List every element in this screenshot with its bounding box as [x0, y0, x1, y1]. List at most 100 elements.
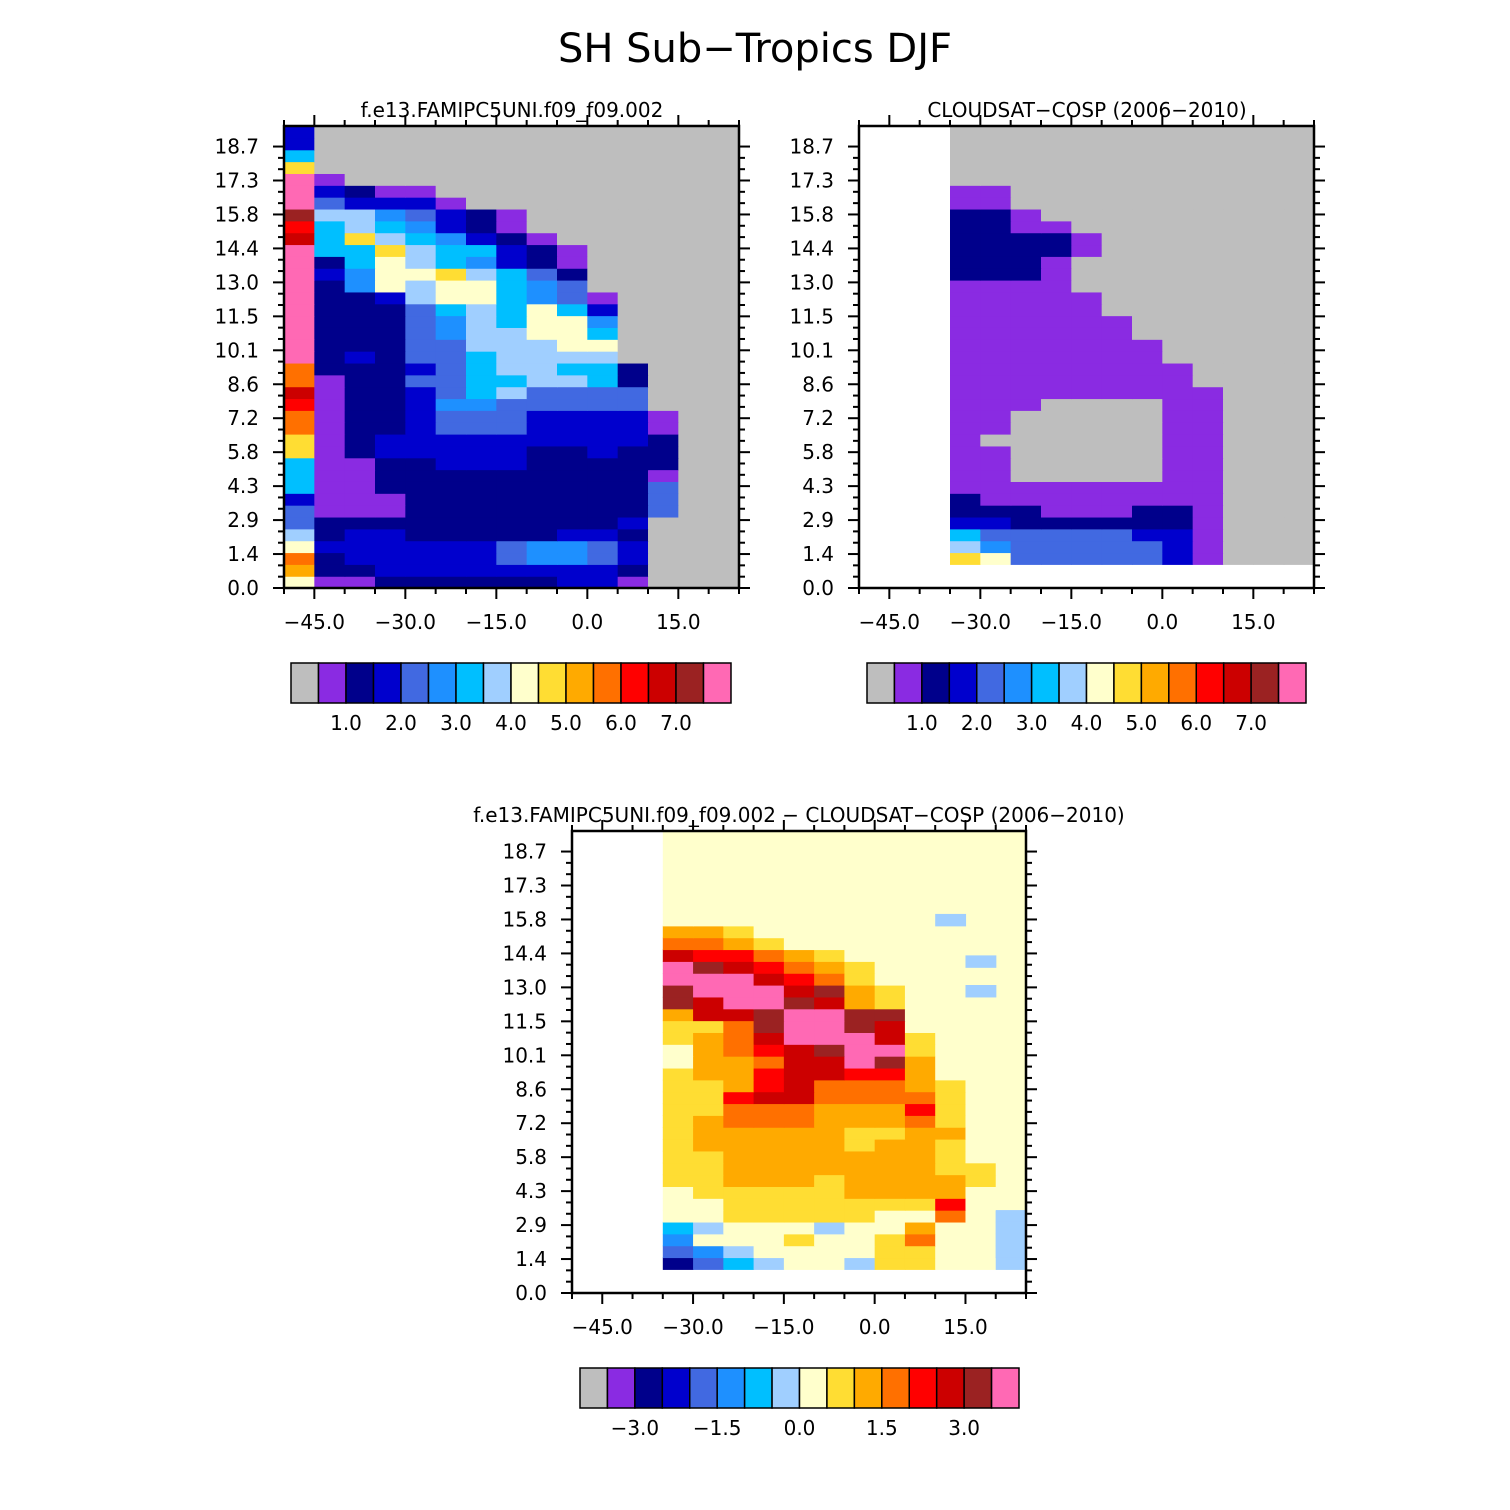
model-cell [678, 576, 710, 589]
obs-cell [1192, 161, 1224, 174]
model-cell [466, 137, 497, 151]
figure-title: SH Sub−Tropics DJF [558, 26, 952, 72]
diff-cell [965, 1008, 997, 1022]
obs-cell [1192, 137, 1224, 151]
model-cell [496, 481, 528, 494]
obs-cell [950, 410, 981, 423]
obs-cell [1253, 256, 1285, 269]
model-cell [375, 374, 406, 388]
diff-cell [844, 996, 876, 1010]
model-cell [284, 185, 315, 198]
diff-cell [904, 985, 936, 998]
model-cell [678, 481, 710, 494]
model-cell [557, 386, 588, 400]
diff-cell [995, 1245, 1027, 1259]
model-cell [648, 362, 679, 376]
obs-cell [1253, 126, 1285, 139]
model-cell [526, 339, 558, 352]
model-cell [466, 185, 497, 198]
model-y-tick-label: 2.9 [227, 508, 259, 532]
obs-cell [980, 197, 1012, 210]
model-cell [375, 398, 406, 411]
diff-colorbar-swatch [689, 1367, 718, 1409]
diff-cell [753, 913, 785, 927]
model-cell [648, 126, 679, 139]
model-cell [435, 528, 467, 542]
diff-cell [904, 1079, 936, 1093]
model-cell [587, 540, 619, 554]
diff-cell [662, 1044, 694, 1057]
diff-cell [693, 1032, 724, 1045]
obs-cell [1223, 339, 1254, 352]
diff-cell [783, 937, 815, 951]
obs-cell [1192, 457, 1224, 471]
diff-cell [783, 1056, 815, 1069]
obs-cell [1041, 540, 1072, 554]
obs-cell [1101, 374, 1133, 388]
model-cell [466, 386, 497, 400]
obs-cell [1162, 173, 1194, 186]
model-cell [466, 232, 497, 246]
diff-cell [814, 996, 845, 1010]
diff-cell [723, 937, 755, 951]
model-cell [284, 576, 315, 589]
model-cell [344, 540, 376, 554]
diff-colorbar-swatch [908, 1367, 938, 1409]
diff-cell [965, 913, 997, 927]
diff-x-tick-label: −45.0 [572, 1315, 633, 1339]
obs-cell [980, 374, 1012, 388]
model-cell [435, 197, 467, 210]
diff-cell [783, 902, 815, 915]
obs-cell [1283, 185, 1315, 198]
obs-cell [980, 362, 1012, 376]
diff-cell [783, 925, 815, 939]
model-cell [405, 185, 437, 198]
model-cell [557, 315, 588, 328]
model-cell [496, 493, 528, 506]
obs-colorbar-swatch [1085, 662, 1115, 704]
diff-cell [904, 1103, 936, 1116]
obs-cell [1041, 161, 1072, 174]
diff-cell [753, 1091, 785, 1105]
diff-cell [995, 1233, 1027, 1247]
model-cell [496, 185, 528, 198]
diff-cell [753, 1103, 785, 1116]
diff-cell [904, 925, 936, 939]
model-cell [678, 185, 710, 198]
model-cell [557, 339, 588, 352]
model-cell [466, 351, 497, 364]
model-cell [708, 256, 740, 269]
model-cell [526, 493, 558, 506]
obs-cell [1071, 552, 1103, 565]
obs-cell [1071, 516, 1103, 530]
model-cell [344, 457, 376, 471]
model-cell [678, 564, 710, 577]
model-cell [405, 244, 437, 257]
diff-cell [693, 842, 724, 856]
model-cell [648, 410, 679, 423]
model-cell [648, 137, 679, 151]
diff-cell [965, 1245, 997, 1259]
obs-cell [1071, 434, 1103, 447]
diff-cell [995, 1210, 1027, 1223]
diff-cell [723, 973, 755, 986]
diff-cell [662, 1186, 694, 1199]
diff-cell [874, 925, 906, 939]
diff-cell [693, 1103, 724, 1116]
diff-cell [723, 1198, 755, 1211]
model-cell [617, 422, 649, 435]
diff-cell [904, 1115, 936, 1128]
model-cell [526, 126, 558, 139]
obs-cell [1071, 244, 1103, 257]
model-cell [466, 457, 497, 471]
model-cell [314, 434, 346, 447]
model-cell [557, 362, 588, 376]
model-cell [435, 422, 467, 435]
diff-cell [783, 1067, 815, 1081]
diff-cell [662, 1162, 694, 1176]
model-cell [526, 268, 558, 281]
model-cell [314, 576, 346, 589]
diff-cell [662, 1091, 694, 1105]
obs-cell [1162, 481, 1194, 494]
